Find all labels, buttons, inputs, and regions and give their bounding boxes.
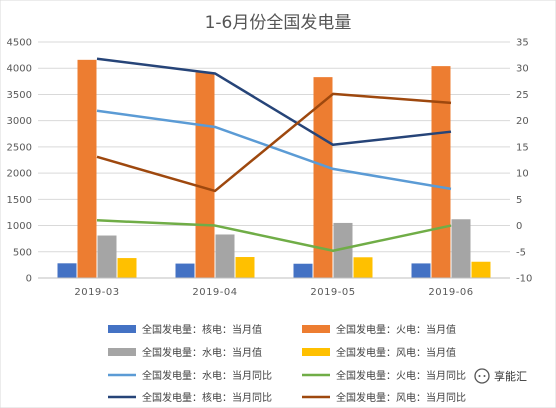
bar: [235, 257, 255, 278]
bar: [411, 263, 431, 278]
left-tick-label: 500: [13, 247, 32, 258]
bar: [77, 59, 97, 278]
bar: [313, 77, 333, 278]
series-line: [96, 109, 452, 191]
legend-swatch: [302, 325, 330, 333]
left-tick-label: 1000: [7, 221, 32, 232]
x-tick-label: 2019-03: [74, 287, 119, 298]
right-y-axis: -10 -5 0 5 10 15 20 25 30 35: [516, 38, 532, 285]
series-line: [96, 92, 452, 193]
x-axis: 2019-03 2019-04 2019-05 2019-06: [38, 277, 510, 298]
bar: [117, 258, 137, 278]
right-tick-label: 0: [516, 221, 522, 232]
left-tick-label: 2500: [7, 142, 32, 153]
x-tick-label: 2019-04: [192, 287, 237, 298]
left-tick-label: 0: [26, 274, 32, 285]
right-tick-label: -5: [516, 247, 526, 258]
legend-label: 全国发电量：水电：当月值: [142, 346, 262, 359]
chart-title: 1-6月份全国发电量: [205, 13, 352, 33]
series-line: [96, 219, 452, 252]
line-series: [96, 57, 452, 252]
legend-label: 全国发电量：核电：当月值: [142, 323, 262, 336]
left-tick-label: 3000: [7, 116, 32, 127]
bar: [431, 66, 451, 278]
right-tick-label: 15: [516, 142, 529, 153]
legend-label: 全国发电量：核电：当月同比: [142, 391, 272, 404]
bar-series: [57, 59, 491, 278]
legend-label: 全国发电量：水电：当月同比: [142, 369, 272, 382]
right-tick-label: 20: [516, 116, 529, 127]
left-tick-label: 1500: [7, 195, 32, 206]
bar: [215, 234, 235, 278]
chat-bubble-icon: [474, 368, 490, 384]
x-tick-label: 2019-06: [428, 287, 473, 298]
right-tick-label: 25: [516, 90, 529, 101]
x-tick-label: 2019-05: [310, 287, 355, 298]
legend-swatch: [108, 325, 136, 333]
legend-swatch: [108, 348, 136, 356]
left-y-axis: 0 500 1000 1500 2000 2500 3000 3500 4000 4500: [7, 38, 32, 285]
right-tick-label: 5: [516, 195, 522, 206]
left-tick-label: 3500: [7, 90, 32, 101]
left-tick-label: 4000: [7, 64, 32, 75]
bar: [195, 72, 215, 278]
legend-label: 全国发电量：风电：当月同比: [336, 391, 466, 404]
watermark-text: 享能汇: [494, 369, 527, 383]
watermark: 享能汇: [474, 368, 527, 384]
bar: [471, 261, 491, 278]
bar: [57, 263, 77, 278]
right-tick-label: -10: [516, 274, 532, 285]
right-tick-label: 35: [516, 38, 529, 49]
left-tick-label: 2000: [7, 169, 32, 180]
legend-label: 全国发电量：火电：当月值: [336, 323, 456, 336]
bar: [293, 263, 313, 278]
bar: [353, 257, 373, 278]
series-line: [96, 57, 452, 147]
bar: [333, 222, 353, 278]
legend-label: 全国发电量：风电：当月值: [336, 346, 456, 359]
legend-label: 全国发电量：火电：当月同比: [336, 369, 466, 382]
left-tick-label: 4500: [7, 38, 32, 49]
legend-swatch: [302, 348, 330, 356]
bar: [97, 235, 117, 278]
bar: [451, 219, 471, 278]
bar: [175, 263, 195, 278]
right-tick-label: 30: [516, 64, 529, 75]
right-tick-label: 10: [516, 169, 529, 180]
